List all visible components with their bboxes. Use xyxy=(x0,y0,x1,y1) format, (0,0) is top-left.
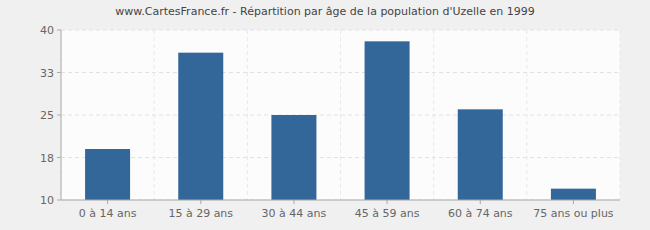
chart: www.CartesFrance.fr - Répartition par âg… xyxy=(0,0,650,230)
bar xyxy=(271,115,316,200)
title: www.CartesFrance.fr - Répartition par âg… xyxy=(115,5,534,18)
bar xyxy=(85,149,130,200)
tick-mark xyxy=(57,157,61,158)
tick-label: 18 xyxy=(40,152,54,165)
grid-line xyxy=(526,30,527,200)
tick-mark xyxy=(57,72,61,73)
grid-line xyxy=(433,30,434,200)
category-label: 15 à 29 ans xyxy=(168,207,233,220)
tick-mark xyxy=(57,115,61,116)
category-label: 75 ans ou plus xyxy=(533,207,614,220)
grid-line xyxy=(61,30,62,200)
tick-mark xyxy=(57,30,61,31)
grid-line xyxy=(154,30,155,200)
x-axis xyxy=(61,200,620,201)
tick-mark xyxy=(107,200,108,204)
bars xyxy=(85,41,596,200)
bar xyxy=(551,189,596,200)
tick-label: 40 xyxy=(40,24,54,37)
tick-mark xyxy=(387,200,388,204)
grid-line xyxy=(61,200,620,201)
category-label: 0 à 14 ans xyxy=(79,207,137,220)
background xyxy=(0,0,650,230)
bar xyxy=(365,41,410,200)
category-label: 30 à 44 ans xyxy=(262,207,327,220)
tick-mark xyxy=(200,200,201,204)
category-label: 60 à 74 ans xyxy=(448,207,513,220)
category-label: 45 à 59 ans xyxy=(355,207,420,220)
y-axis xyxy=(61,30,62,200)
tick-label: 33 xyxy=(40,67,54,80)
grid-line xyxy=(340,30,341,200)
grid-line xyxy=(620,30,621,200)
tick-label: 10 xyxy=(40,194,54,207)
plot-area xyxy=(61,30,620,200)
tick-mark xyxy=(480,200,481,204)
tick-label: 25 xyxy=(40,109,54,122)
tick-mark xyxy=(573,200,574,204)
bar xyxy=(458,109,503,200)
tick-mark xyxy=(293,200,294,204)
grid-line xyxy=(247,30,248,200)
tick-mark xyxy=(57,200,61,201)
bar xyxy=(178,53,223,200)
